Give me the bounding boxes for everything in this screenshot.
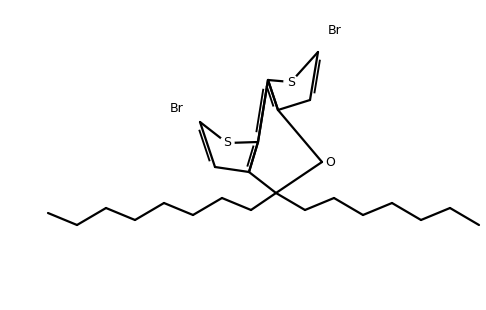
Text: O: O xyxy=(325,157,335,170)
Text: S: S xyxy=(287,76,295,88)
Text: Br: Br xyxy=(169,101,183,114)
Circle shape xyxy=(284,75,298,89)
Text: S: S xyxy=(223,136,231,149)
Circle shape xyxy=(324,157,336,169)
Circle shape xyxy=(220,136,234,150)
Text: Br: Br xyxy=(328,24,342,37)
